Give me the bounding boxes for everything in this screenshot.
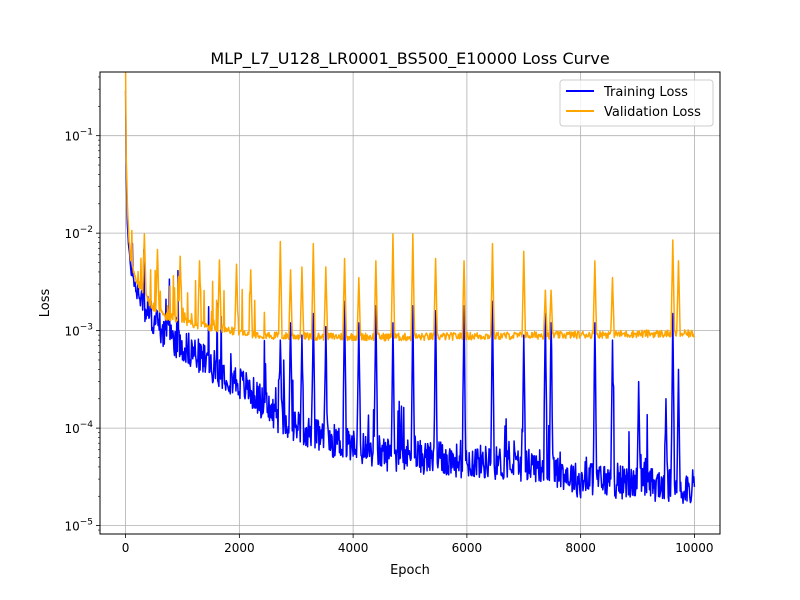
y-tick-label: 10−5: [64, 518, 93, 534]
y-axis-label: Loss: [38, 289, 53, 318]
axes-frame: [99, 71, 721, 535]
legend-label-validation-loss: Validation Loss: [604, 105, 701, 120]
x-axis-ticks: 0 2000 4000 6000 8000 10000: [122, 534, 713, 555]
x-axis-label: Epoch: [390, 563, 430, 578]
plot-area: [124, 71, 696, 504]
training-loss-line: [124, 90, 696, 504]
legend-box: [559, 79, 714, 127]
x-tick-label: 0: [122, 541, 130, 555]
x-tick-label: 4000: [338, 541, 369, 555]
x-tick-label: 6000: [452, 541, 483, 555]
y-axis-ticks: 10−5 10−4 10−3 10−2 10−1: [64, 76, 100, 534]
y-tick-label: 10−2: [64, 225, 93, 241]
legend: Training Loss Validation Loss: [559, 79, 714, 127]
x-tick-label: 10000: [675, 541, 713, 555]
y-tick-label: 10−1: [64, 128, 93, 144]
legend-label-training-loss: Training Loss: [603, 85, 688, 100]
validation-loss-line: [124, 71, 695, 342]
x-tick-label: 2000: [224, 541, 255, 555]
grid-lines: [100, 72, 720, 534]
y-tick-label: 10−4: [64, 420, 93, 436]
chart-title: MLP_L7_U128_LR0001_BS500_E10000 Loss Cur…: [210, 49, 609, 69]
y-tick-label: 10−3: [64, 323, 93, 339]
x-tick-label: 8000: [565, 541, 596, 555]
